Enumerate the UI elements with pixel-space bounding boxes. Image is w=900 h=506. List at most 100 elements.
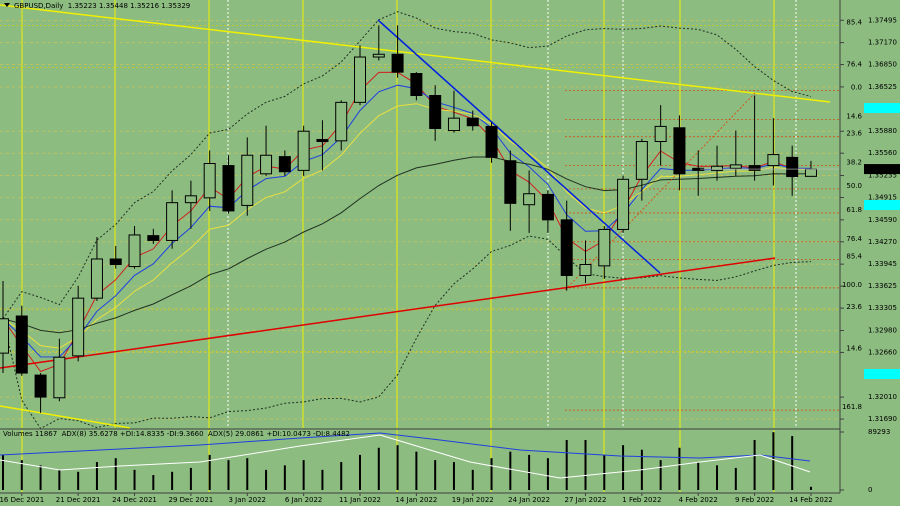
- candle-body: [34, 374, 47, 398]
- current-price-label: 1.35329: [866, 165, 895, 173]
- y-tick-label: 1.34915: [868, 194, 897, 202]
- candle-body: [767, 154, 780, 167]
- x-tick-label: 29 Dec 2021: [169, 496, 214, 504]
- candle-body: [391, 53, 404, 73]
- candle-body: [260, 154, 273, 175]
- fib-label: 38.2: [846, 159, 862, 167]
- candle-body: [635, 141, 648, 180]
- fib-label: 85.4: [846, 253, 862, 261]
- candle-body: [541, 193, 554, 221]
- x-tick-label: 16 Dec 2021: [0, 496, 44, 504]
- y-tick-label: 1.32010: [868, 393, 897, 401]
- moving-average: [2, 156, 812, 334]
- x-tick-label: 11 Jan 2022: [339, 496, 381, 504]
- x-tick-label: 27 Jan 2022: [565, 496, 607, 504]
- candle-body: [278, 156, 291, 173]
- candle-body: [485, 125, 498, 158]
- candle-body: [316, 138, 329, 143]
- indicator-label: Volumes 11867 ADX(8) 35.6278 +DI:14.8335…: [3, 430, 350, 438]
- fib-label: 14.6: [846, 113, 862, 121]
- candle-body: [354, 56, 367, 103]
- candle-body: [147, 235, 160, 241]
- price-markers: [864, 103, 900, 379]
- fib-label: 85.4: [846, 18, 862, 26]
- candle-body: [729, 164, 742, 169]
- y-tick-label: 1.32660: [868, 348, 897, 356]
- candle-body: [447, 117, 460, 132]
- fib-label: 0.0: [851, 84, 862, 92]
- x-tick-label: 9 Feb 2022: [735, 496, 774, 504]
- fib-label: 76.4: [846, 235, 862, 243]
- candle-body: [617, 178, 630, 230]
- fib-label: 14.6: [846, 345, 862, 353]
- candle-body: [598, 228, 611, 267]
- candle-body: [804, 168, 817, 177]
- y-tick-label: 1.35880: [868, 127, 897, 135]
- candle-body: [579, 263, 592, 276]
- week-separators: [227, 0, 797, 428]
- y-tick-label: 1.34590: [868, 216, 897, 224]
- candle-body: [335, 101, 348, 142]
- y-tick-label: 1.32980: [868, 326, 897, 334]
- candle-body: [410, 73, 423, 96]
- moving-average: [2, 11, 812, 320]
- candle-body: [560, 219, 573, 276]
- trend-lines: [0, 4, 831, 429]
- volume-tick-label: 0: [868, 486, 872, 494]
- candles: [0, 25, 840, 413]
- moving-average: [2, 235, 812, 430]
- candle-body: [786, 156, 799, 178]
- candle-body: [90, 258, 103, 299]
- y-tick-label: 1.36525: [868, 83, 897, 91]
- y-axis: 1.37495 1.37170 1.36850 1.36525 1.35880 1.355…: [840, 16, 900, 494]
- candle-body: [654, 125, 667, 143]
- candle-body: [504, 160, 517, 204]
- x-tick-label: 1 Feb 2022: [622, 496, 661, 504]
- x-axis: 16 Dec 2021 21 Dec 2021 24 Dec 2021 29 Dec …: [0, 493, 833, 504]
- candle-body: [166, 202, 179, 241]
- x-tick-label: 6 Jan 2022: [285, 496, 323, 504]
- y-tick-label: 1.37170: [868, 39, 897, 47]
- x-tick-label: 24 Dec 2021: [112, 496, 157, 504]
- candle-body: [203, 163, 216, 199]
- moving-average: [2, 103, 812, 349]
- y-tick-label: 1.34270: [868, 238, 897, 246]
- candle-body: [184, 195, 197, 204]
- y-tick-label: 1.35235: [868, 172, 897, 180]
- candle-body: [711, 165, 724, 171]
- y-tick-label: 1.33945: [868, 260, 897, 268]
- candle-body: [466, 117, 479, 127]
- fib-label: 61.8: [846, 206, 862, 214]
- fib-label: 100.0: [842, 281, 862, 289]
- fib-label: 76.4: [846, 60, 862, 68]
- adx-lines: [0, 432, 811, 479]
- candle-body: [222, 165, 235, 212]
- fib-label: 161.8: [842, 403, 862, 411]
- candle-body: [241, 154, 254, 206]
- menu-arrow: [4, 3, 10, 7]
- volume-tick-label: 89293: [868, 428, 890, 436]
- x-tick-label: 19 Jan 2022: [452, 496, 494, 504]
- chart-title: GBPUSD,Daily 1.35223 1.35448 1.35216 1.3…: [14, 2, 190, 10]
- candle-body: [0, 318, 9, 354]
- fib-label: 50.0: [846, 182, 862, 190]
- x-tick-label: 14 Jan 2022: [395, 496, 437, 504]
- candle-body: [72, 297, 85, 357]
- candle-body: [128, 234, 141, 268]
- candle-body: [297, 130, 310, 171]
- x-tick-label: 21 Dec 2021: [56, 496, 101, 504]
- volume-bars: [2, 432, 812, 490]
- y-tick-label: 1.33305: [868, 304, 897, 312]
- candle-body: [372, 53, 385, 58]
- x-tick-label: 3 Jan 2022: [229, 496, 267, 504]
- candle-body: [523, 193, 536, 206]
- candle-body: [15, 315, 28, 374]
- y-tick-label: 1.36850: [868, 61, 897, 69]
- y-tick-label: 1.33625: [868, 282, 897, 290]
- fib-label: 23.6: [846, 303, 862, 311]
- fibonacci: 85.4 76.4 0.0 14.6 23.6 38.2 50.0 61.8 76.4 85.4 1…: [0, 18, 863, 411]
- current-price-box: [864, 164, 900, 175]
- y-tick-label: 1.37495: [868, 16, 897, 24]
- candle-body: [748, 165, 761, 171]
